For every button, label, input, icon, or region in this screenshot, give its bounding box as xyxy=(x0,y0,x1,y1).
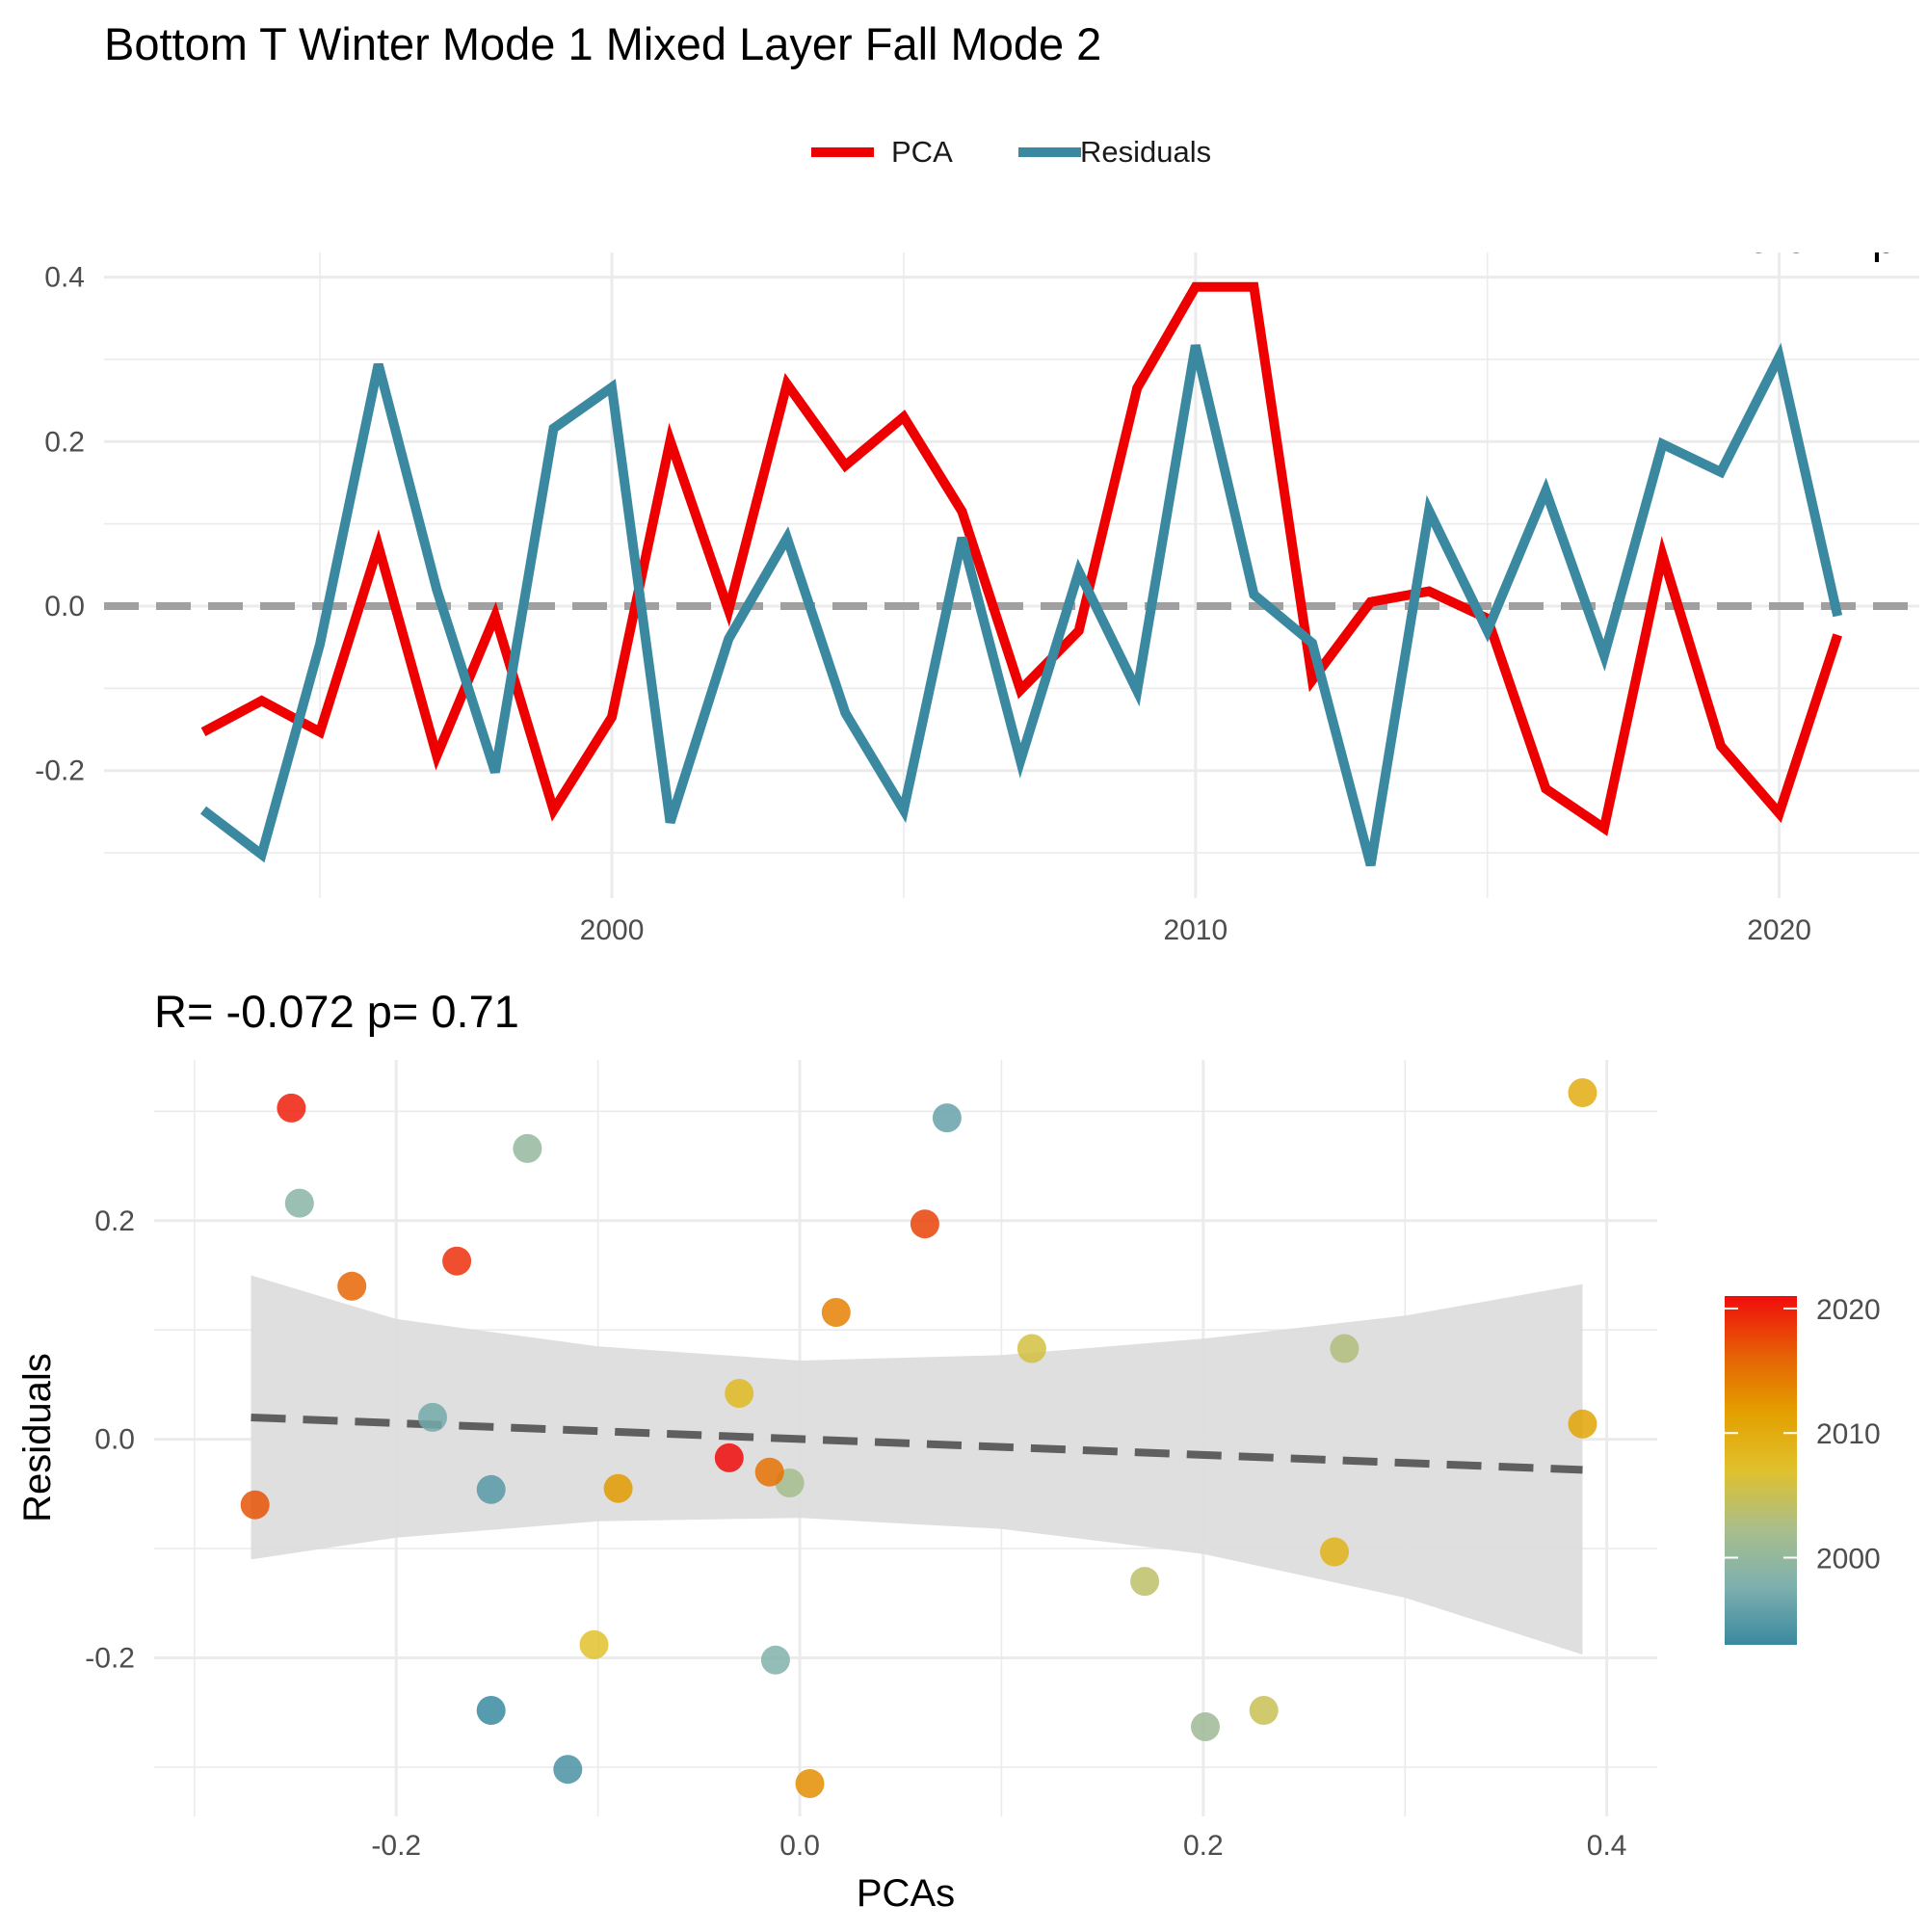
y-tick-label: 0.2 xyxy=(44,426,85,458)
time-series-clipped-annotation: R= -0.072 p= 0.71 xyxy=(1659,211,1927,262)
scatter-point xyxy=(553,1755,583,1785)
x-axis-title: PCAs xyxy=(857,1872,955,1915)
scatter-point xyxy=(476,1474,506,1504)
chart-title: Bottom T Winter Mode 1 Mixed Layer Fall … xyxy=(104,18,1101,69)
scatter-point xyxy=(725,1379,754,1408)
confidence-ribbon xyxy=(251,1275,1583,1655)
y-tick-label: 0.0 xyxy=(94,1424,135,1456)
scatter-point xyxy=(1568,1409,1597,1439)
x-tick-label: -0.2 xyxy=(371,1830,421,1862)
scatter-point xyxy=(579,1629,609,1659)
y-tick-label: 0.2 xyxy=(94,1205,135,1237)
scatter-point xyxy=(1130,1567,1160,1597)
colorbar-gradient xyxy=(1725,1296,1797,1645)
scatter-point xyxy=(1320,1537,1349,1567)
scatter-point xyxy=(603,1473,633,1503)
series-line-residuals xyxy=(199,342,1843,867)
scatter-point xyxy=(1191,1712,1220,1741)
colorbar-legend: 2000 2010 2020 xyxy=(1725,1294,1881,1645)
scatter-point xyxy=(418,1402,447,1432)
scatter-tick-labels: -0.2 0.0 0.2 -0.2 0.0 0.2 0.4 xyxy=(85,1205,1626,1862)
time-series-tick-labels: -0.2 0.0 0.2 0.4 2000 2010 2020 xyxy=(35,262,1811,946)
x-tick-label: 0.0 xyxy=(779,1830,820,1862)
time-series-gridlines xyxy=(104,252,1919,898)
scatter-point xyxy=(442,1246,472,1276)
scatter-point xyxy=(1249,1696,1279,1725)
scatter-points xyxy=(240,1078,1597,1798)
scatter-point xyxy=(1330,1334,1359,1363)
legend-label-residuals: Residuals xyxy=(1080,135,1211,169)
y-tick-label: 0.0 xyxy=(44,591,85,622)
scatter-point xyxy=(821,1298,851,1327)
series-line-pca xyxy=(200,281,1842,836)
scatter-point xyxy=(240,1490,270,1520)
colorbar-tick-label: 2000 xyxy=(1816,1544,1881,1575)
y-axis-title: Residuals xyxy=(16,1353,59,1522)
colorbar-tick-label: 2020 xyxy=(1816,1294,1881,1326)
regression-line xyxy=(251,1413,1583,1474)
scatter-point xyxy=(513,1133,542,1163)
y-tick-label: 0.4 xyxy=(44,262,85,294)
scatter-point xyxy=(476,1696,506,1725)
x-tick-label: 0.2 xyxy=(1183,1830,1224,1862)
scatter-point xyxy=(714,1442,744,1472)
y-tick-label: -0.2 xyxy=(85,1643,135,1675)
scatter-point xyxy=(277,1093,306,1123)
scatter-point xyxy=(910,1209,939,1239)
colorbar-ticks: 2000 2010 2020 xyxy=(1725,1294,1881,1575)
y-tick-label: -0.2 xyxy=(35,755,85,787)
time-series-panel: R= -0.072 p= 0.71 -0.2 0.0 0.2 0.4 2000 2010 2… xyxy=(35,211,1927,946)
x-tick-label: 0.4 xyxy=(1587,1830,1627,1862)
scatter-point xyxy=(795,1769,825,1798)
scatter-point xyxy=(760,1645,790,1675)
legend-label-pca: PCA xyxy=(891,135,953,169)
legend: PCA Residuals xyxy=(811,135,1211,169)
scatter-panel: R= -0.072 p= 0.71 -0.2 0.0 0.2 -0.2 0.0 0.2 0.… xyxy=(16,986,1657,1915)
x-tick-label: 2020 xyxy=(1747,914,1811,946)
scatter-title: R= -0.072 p= 0.71 xyxy=(154,986,519,1037)
colorbar-tick-label: 2010 xyxy=(1816,1418,1881,1450)
scatter-point xyxy=(337,1271,367,1301)
x-tick-label: 2010 xyxy=(1163,914,1227,946)
scatter-point xyxy=(932,1103,962,1133)
scatter-point xyxy=(284,1188,314,1218)
scatter-point xyxy=(1016,1334,1046,1363)
scatter-point xyxy=(1568,1078,1597,1107)
scatter-point xyxy=(754,1457,784,1487)
x-tick-label: 2000 xyxy=(580,914,645,946)
